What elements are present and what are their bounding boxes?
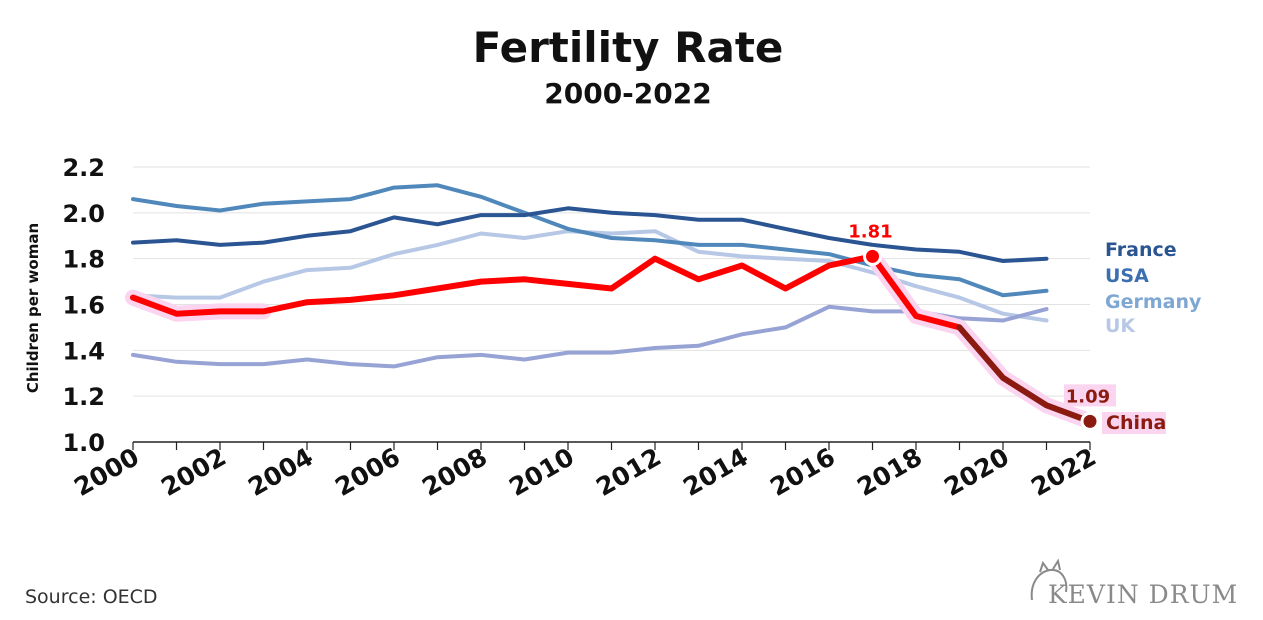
x-tick-label: 2010 (504, 442, 579, 502)
x-tick-label: 2012 (591, 442, 666, 502)
x-tick-label: 2002 (156, 442, 231, 502)
x-tick-label: 2006 (330, 442, 405, 502)
y-tick-label: 2.2 (62, 154, 105, 182)
source-note: Source: OECD (25, 586, 158, 608)
annotation-highlight (1064, 384, 1116, 407)
legend-france: France (1105, 239, 1177, 261)
y-tick-label: 1.2 (62, 383, 105, 411)
brand-logo: KEVIN DRUM (1030, 558, 1238, 609)
y-tick-label: 1.6 (62, 292, 105, 320)
data-annotations: 1.81 1.09 (848, 221, 1116, 407)
x-axis-ticks: 2000 2002 2004 2006 2008 2010 2012 2014 2016 2018… (69, 442, 1101, 502)
series-line-china (130, 253, 963, 331)
x-tick-label: 2008 (417, 442, 492, 502)
x-tick-label: 2018 (852, 442, 927, 502)
legend: France USA Germany UK (1105, 239, 1202, 337)
series-line-germany (131, 304, 1049, 369)
chart-subtitle: 2000-2022 (544, 77, 711, 110)
annotation-marker (863, 246, 882, 266)
series-line-france (131, 206, 1049, 263)
brand-text: KEVIN DRUM (1048, 580, 1238, 609)
x-tick-label: 2004 (243, 442, 318, 502)
x-tick-label: 2022 (1026, 442, 1101, 502)
series-lines (125, 183, 1098, 430)
y-tick-label: 1.0 (62, 429, 105, 457)
y-tick-label: 1.4 (62, 337, 105, 365)
china-label-highlight (1102, 412, 1166, 434)
legend-usa: USA (1105, 265, 1149, 287)
legend-uk: UK (1105, 315, 1136, 337)
series-line-china-recent (956, 324, 1093, 425)
y-axis-label: Children per woman (24, 223, 42, 393)
chart-title: Fertility Rate (473, 23, 784, 72)
x-tick-label: 2020 (939, 442, 1014, 502)
annotation-marker (1080, 411, 1100, 431)
annotation-label: 1.09 (1066, 386, 1110, 407)
x-tick-label: 2014 (678, 442, 753, 502)
y-tick-label: 2.0 (62, 200, 105, 228)
legend-germany: Germany (1105, 291, 1202, 313)
point-markers (863, 246, 1100, 431)
annotation-label: 1.81 (848, 221, 892, 242)
x-tick-label: 2016 (765, 442, 840, 502)
x-axis (132, 441, 1091, 450)
china-series-label: China (1106, 412, 1166, 434)
y-tick-label: 1.8 (62, 246, 105, 274)
y-axis-ticks: 1.0 1.2 1.4 1.6 1.8 2.0 2.2 (62, 154, 105, 457)
series-line-usa (131, 183, 1049, 298)
cat-icon (1030, 558, 1068, 601)
